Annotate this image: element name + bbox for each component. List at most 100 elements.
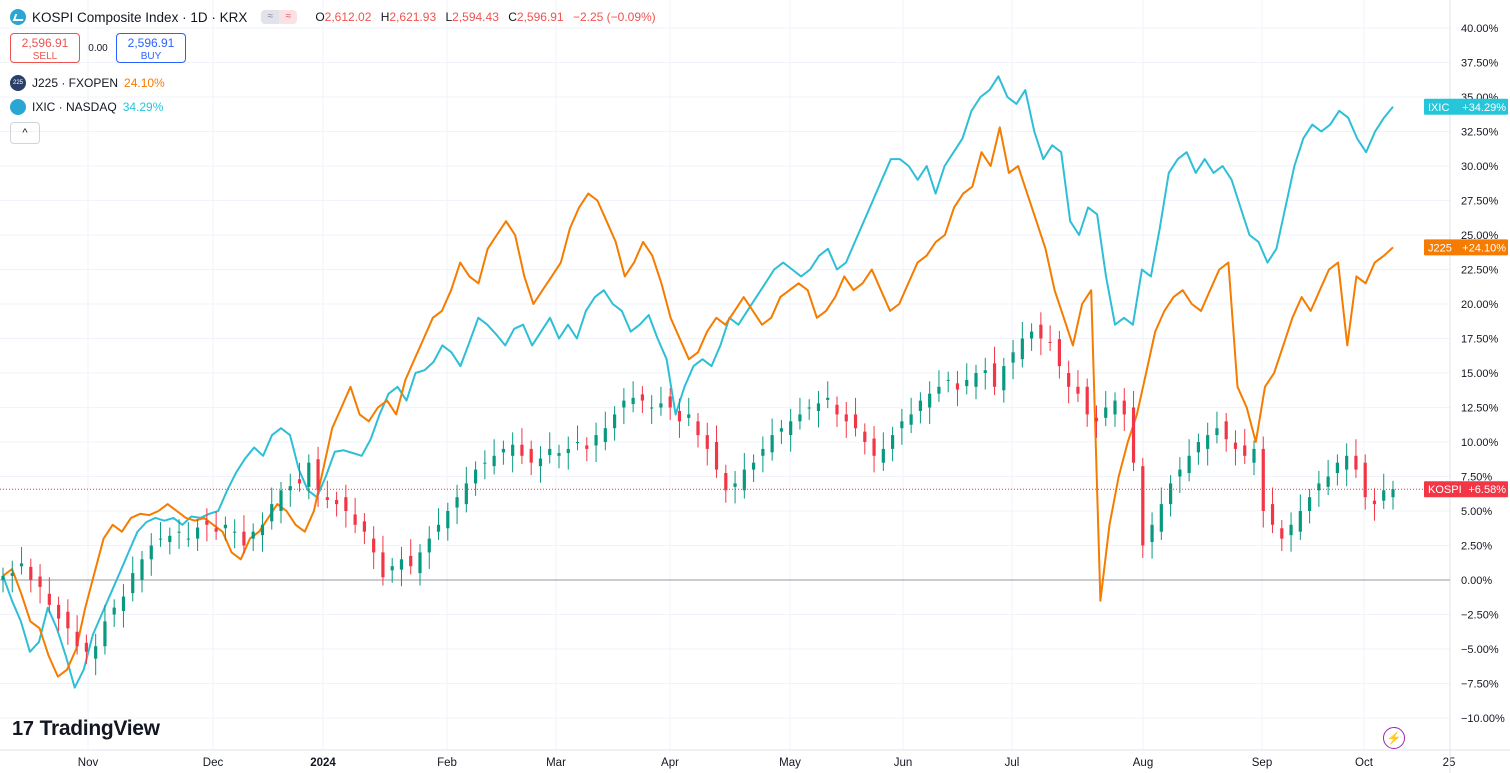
kospi-candle: [511, 444, 515, 456]
kospi-candle: [372, 538, 376, 553]
ixic-label-bg: [1424, 98, 1508, 115]
kospi-candle: [455, 497, 459, 508]
kospi-candle: [705, 435, 709, 449]
j225-line: [2, 126, 1394, 678]
y-tick-label: 10.00%: [1461, 437, 1499, 449]
kospi-candle: [103, 621, 107, 647]
kospi-candle: [196, 527, 200, 539]
kospi-candle: [1150, 524, 1154, 543]
kospi-candle: [335, 499, 339, 505]
kospi-candle: [687, 414, 691, 418]
kospi-candle: [1317, 483, 1321, 491]
kospi-candle: [279, 490, 283, 511]
kospi-candle: [464, 483, 468, 505]
kospi-candle: [446, 511, 450, 529]
y-tick-label: 15.00%: [1461, 368, 1499, 380]
kospi-candle: [891, 435, 895, 449]
kospi-candle: [242, 531, 246, 546]
kospi-candle: [483, 462, 487, 464]
kospi-candle: [1345, 455, 1349, 470]
kospi-candle: [1308, 497, 1312, 511]
kospi-candle: [761, 448, 765, 456]
kospi-candle: [650, 407, 654, 409]
kospi-candle: [1196, 442, 1200, 453]
x-tick-label: Nov: [78, 757, 99, 769]
compare-item-ixic[interactable]: IXIC · NASDAQ 34.29%: [10, 99, 163, 115]
tv-logo-icon: 17: [12, 717, 34, 740]
kospi-candle: [158, 538, 163, 540]
kospi-candle: [770, 435, 774, 453]
kospi-candle: [1131, 407, 1136, 463]
y-tick-label: 32.50%: [1461, 127, 1499, 139]
x-tick-label: Aug: [1133, 757, 1153, 769]
kospi-candle: [112, 607, 116, 615]
kospi-candle: [566, 448, 570, 454]
kospi-candle: [1057, 339, 1061, 367]
collapse-legend-button[interactable]: ^: [10, 122, 40, 144]
y-tick-label: 0.00%: [1461, 575, 1492, 587]
kospi-candle: [362, 521, 366, 532]
y-tick-label: 30.00%: [1461, 161, 1499, 173]
y-tick-label: −10.00%: [1461, 713, 1505, 725]
kospi-candle: [1085, 386, 1089, 415]
kospi-candle: [427, 538, 431, 553]
kospi-candle: [1104, 407, 1108, 418]
kospi-candle: [47, 593, 51, 605]
x-tick-label: May: [779, 757, 801, 769]
kospi-candle: [752, 462, 756, 470]
kospi-candle: [779, 428, 783, 432]
kospi-candle: [1076, 386, 1080, 394]
kospi-candle: [603, 428, 607, 442]
kospi-candle: [900, 421, 904, 429]
kospi-candle: [1224, 421, 1228, 440]
y-tick-label: −7.50%: [1461, 679, 1499, 691]
kospi-candle: [1280, 528, 1284, 539]
ohlc-close: 2,596.91: [516, 10, 564, 24]
kospi-candle: [1354, 455, 1358, 470]
kospi-candle: [1215, 428, 1219, 436]
kospi-candle: [789, 421, 793, 436]
lightning-icon[interactable]: ⚡: [1383, 727, 1405, 749]
kospi-candle: [270, 504, 274, 522]
chevron-up-icon: ^: [22, 127, 28, 139]
kospi-candle: [677, 410, 682, 422]
symbol-icon[interactable]: [10, 9, 26, 25]
buy-button[interactable]: 2,596.91 BUY: [116, 33, 186, 63]
ohlc-open: 2,612.02: [324, 10, 372, 24]
compare-name: IXIC · NASDAQ: [32, 100, 117, 114]
kospi-candle: [863, 431, 867, 442]
kospi-candle: [390, 566, 394, 571]
kospi-candle: [168, 535, 172, 543]
kospi-candle: [297, 479, 302, 484]
ohlc-open-key: O: [315, 10, 325, 24]
kospi-candle: [557, 453, 561, 456]
ohlc-values: O2,612.02 H2,621.93 L2,594.43 C2,596.91 …: [315, 10, 661, 24]
compare-item-j225[interactable]: 225 J225 · FXOPEN 24.10%: [10, 75, 165, 91]
kospi-candle: [714, 442, 719, 470]
ohlc-low-key: L: [445, 10, 453, 24]
kospi-candle: [946, 379, 950, 381]
eye-icon[interactable]: ≈: [261, 10, 280, 24]
kospi-candle: [1020, 338, 1024, 360]
symbol-title[interactable]: KOSPI Composite Index · 1D · KRX: [32, 9, 248, 25]
indicator-toggle[interactable]: ≈ ≈: [261, 10, 298, 24]
kospi-candle: [696, 421, 700, 436]
sell-button[interactable]: 2,596.91 SELL: [10, 33, 80, 63]
kospi-candle: [325, 497, 329, 500]
ixic-icon: [10, 99, 26, 115]
kospi-candle: [1094, 417, 1099, 422]
compare-icon[interactable]: ≈: [279, 10, 298, 24]
y-tick-label: 37.50%: [1461, 58, 1499, 70]
kospi-candle: [909, 414, 913, 425]
kospi-candle: [1363, 462, 1367, 498]
kospi-candle: [75, 631, 79, 647]
kospi-candle: [585, 445, 589, 449]
tradingview-logo[interactable]: 17 TradingView: [12, 717, 160, 741]
kospi-candle: [436, 524, 441, 532]
compare-name: J225 · FXOPEN: [32, 76, 119, 90]
y-tick-label: 5.00%: [1461, 506, 1492, 518]
kospi-candle: [881, 448, 885, 463]
kospi-candle: [1067, 373, 1071, 387]
x-tick-label: Feb: [437, 757, 457, 769]
